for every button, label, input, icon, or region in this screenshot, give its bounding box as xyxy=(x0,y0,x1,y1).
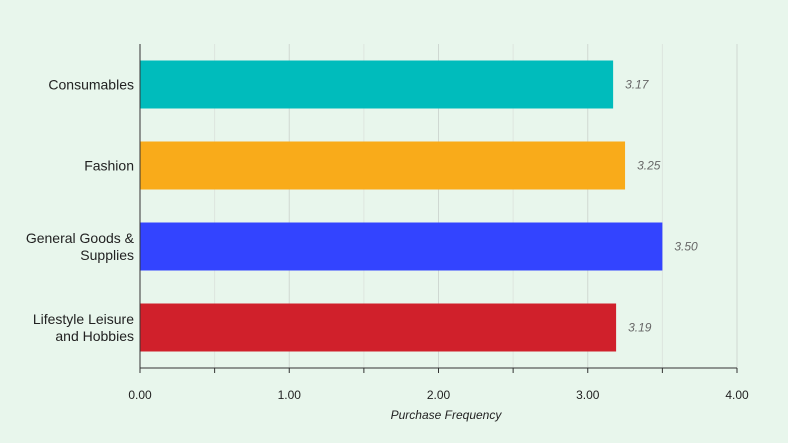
x-axis-title: Purchase Frequency xyxy=(391,408,503,422)
x-tick-label: 1.00 xyxy=(278,388,302,402)
category-label: Fashion xyxy=(84,158,134,174)
x-tick-label: 4.00 xyxy=(725,388,749,402)
labels: 3.17 Consumables 3.25 Fashion 3.50 General Go… xyxy=(26,77,749,403)
category-label: General Goods & Supplies xyxy=(26,230,135,263)
value-label: 3.25 xyxy=(637,159,661,173)
value-label: 3.17 xyxy=(625,78,650,92)
bar xyxy=(140,303,617,352)
bar xyxy=(140,141,626,190)
x-tick-label: 0.00 xyxy=(128,388,152,402)
value-label: 3.50 xyxy=(674,240,698,254)
category-label: Lifestyle Leisure and Hobbies xyxy=(33,311,134,344)
bar xyxy=(140,60,614,109)
axes xyxy=(139,44,738,373)
category-label-line: Consumables xyxy=(48,77,134,93)
category-label-line: Fashion xyxy=(84,158,134,174)
category-label-line: Supplies xyxy=(80,247,134,263)
category-label-line: Lifestyle Leisure xyxy=(33,311,134,327)
category-label: Consumables xyxy=(48,77,134,93)
category-label-line: General Goods & xyxy=(26,230,135,246)
x-tick-label: 2.00 xyxy=(427,388,451,402)
bar xyxy=(140,222,663,271)
value-label: 3.19 xyxy=(628,321,652,335)
x-tick-label: 3.00 xyxy=(576,388,600,402)
bars xyxy=(140,60,663,352)
category-label-line: and Hobbies xyxy=(55,328,134,344)
